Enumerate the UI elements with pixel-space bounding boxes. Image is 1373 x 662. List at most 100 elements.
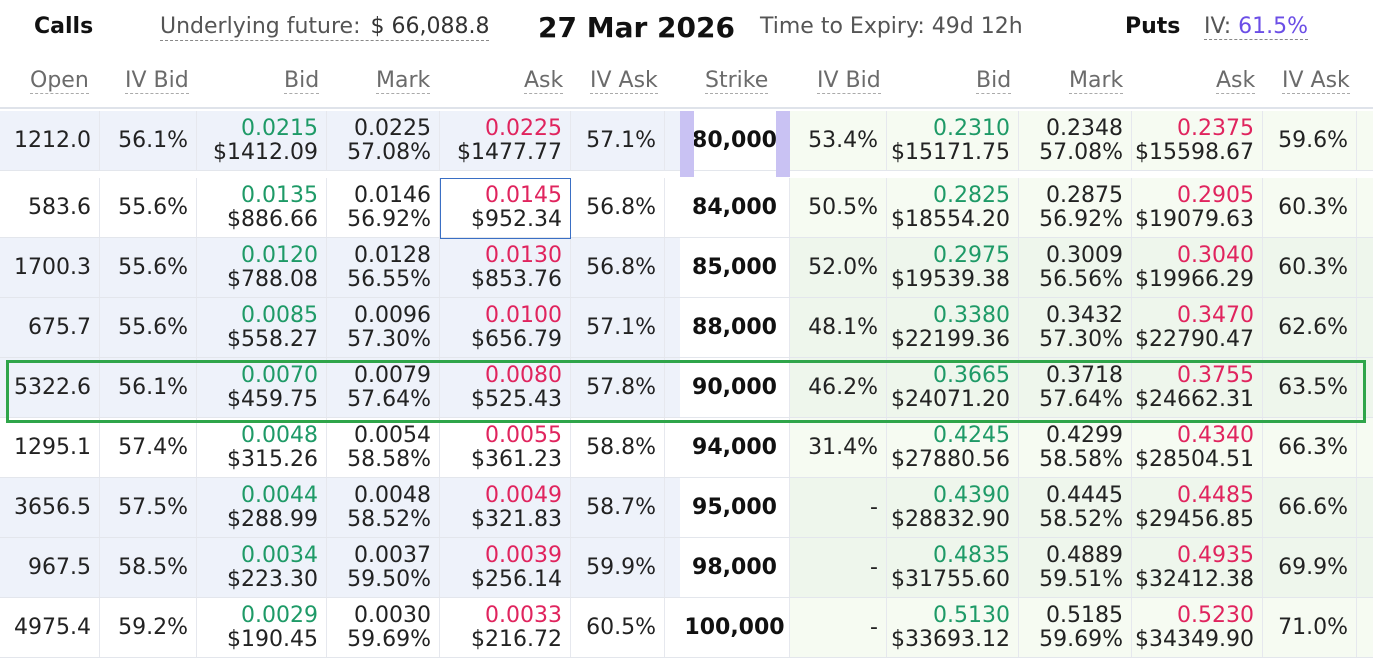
table-row[interactable]: 1212.0 56.1% 0.0215 $1412.09 0.0225 57.08% 0.0… (0, 111, 1373, 171)
call-bid-cell[interactable]: 0.0070 $459.75 (197, 358, 327, 417)
call-mark-cell[interactable]: 0.0128 56.55% (327, 238, 440, 297)
col-put-iv-ask[interactable]: IV Ask (1282, 68, 1350, 94)
call-iv-bid-cell[interactable]: 55.6% (100, 178, 197, 237)
iv-indicator[interactable]: IV: 61.5% (1204, 14, 1309, 40)
call-bid-cell[interactable]: 0.0215 $1412.09 (197, 111, 327, 170)
table-row[interactable]: 3656.5 57.5% 0.0044 $288.99 0.0048 58.52% 0.00… (0, 478, 1373, 538)
put-mark-cell[interactable]: 0.3432 57.30% (1019, 298, 1132, 357)
call-ask-cell[interactable]: 0.0033 $216.72 (440, 598, 571, 657)
call-iv-ask-cell[interactable]: 56.8% (571, 238, 665, 297)
call-bid-cell[interactable]: 0.0085 $558.27 (197, 298, 327, 357)
put-mark-cell[interactable]: 0.4299 58.58% (1019, 418, 1132, 477)
call-iv-ask-cell[interactable]: 58.8% (571, 418, 665, 477)
col-call-ask[interactable]: Ask (524, 68, 564, 94)
col-put-bid[interactable]: Bid (976, 68, 1012, 94)
put-mark-cell[interactable]: 0.5185 59.69% (1019, 598, 1132, 657)
strike-cell[interactable]: 94,000 (680, 418, 790, 477)
put-bid-cell[interactable]: 0.5130 $33693.12 (887, 598, 1019, 657)
call-iv-bid-cell[interactable]: 55.6% (100, 298, 197, 357)
put-ask-cell[interactable]: 0.5230 $34349.90 (1132, 598, 1263, 657)
call-open-cell[interactable]: 4975.4 (0, 598, 100, 657)
call-mark-cell[interactable]: 0.0030 59.69% (327, 598, 440, 657)
col-call-iv-bid[interactable]: IV Bid (125, 68, 189, 94)
call-iv-bid-cell[interactable]: 57.5% (100, 478, 197, 537)
put-ask-cell[interactable]: 0.2375 $15598.67 (1132, 111, 1263, 170)
table-row[interactable]: 583.6 55.6% 0.0135 $886.66 0.0146 56.92% 0.014… (0, 178, 1373, 238)
put-iv-bid-cell[interactable]: 53.4% (790, 111, 887, 170)
put-ask-cell[interactable]: 0.4935 $32412.38 (1132, 538, 1263, 597)
put-ask-cell[interactable]: 0.4340 $28504.51 (1132, 418, 1263, 477)
call-mark-cell[interactable]: 0.0048 58.52% (327, 478, 440, 537)
put-iv-ask-cell[interactable]: 62.6% (1263, 298, 1357, 357)
put-bid-cell[interactable]: 0.3380 $22199.36 (887, 298, 1019, 357)
call-bid-cell[interactable]: 0.0034 $223.30 (197, 538, 327, 597)
put-iv-ask-cell[interactable]: 59.6% (1263, 111, 1357, 170)
call-iv-ask-cell[interactable]: 57.1% (571, 298, 665, 357)
put-iv-ask-cell[interactable]: 66.3% (1263, 418, 1357, 477)
put-iv-bid-cell[interactable]: - (790, 538, 887, 597)
call-iv-ask-cell[interactable]: 60.5% (571, 598, 665, 657)
col-put-ask[interactable]: Ask (1216, 68, 1256, 94)
put-bid-cell[interactable]: 0.2825 $18554.20 (887, 178, 1019, 237)
put-mark-cell[interactable]: 0.4889 59.51% (1019, 538, 1132, 597)
call-mark-cell[interactable]: 0.0225 57.08% (327, 111, 440, 170)
put-ask-cell[interactable]: 0.3470 $22790.47 (1132, 298, 1263, 357)
call-iv-ask-cell[interactable]: 56.8% (571, 178, 665, 237)
put-bid-cell[interactable]: 0.2975 $19539.38 (887, 238, 1019, 297)
call-iv-bid-cell[interactable]: 55.6% (100, 238, 197, 297)
strike-cell[interactable]: 100,000 (680, 598, 790, 657)
put-mark-cell[interactable]: 0.4445 58.52% (1019, 478, 1132, 537)
call-mark-cell[interactable]: 0.0146 56.92% (327, 178, 440, 237)
call-ask-cell[interactable]: 0.0130 $853.76 (440, 238, 571, 297)
col-call-iv-ask[interactable]: IV Ask (590, 68, 658, 94)
call-open-cell[interactable]: 1212.0 (0, 111, 100, 170)
table-row[interactable]: 967.5 58.5% 0.0034 $223.30 0.0037 59.50% 0.003… (0, 538, 1373, 598)
put-iv-bid-cell[interactable]: - (790, 598, 887, 657)
table-row[interactable]: 4975.4 59.2% 0.0029 $190.45 0.0030 59.69% 0.00… (0, 598, 1373, 658)
col-call-bid[interactable]: Bid (284, 68, 320, 94)
call-mark-cell[interactable]: 0.0054 58.58% (327, 418, 440, 477)
call-bid-cell[interactable]: 0.0120 $788.08 (197, 238, 327, 297)
call-ask-cell[interactable]: 0.0080 $525.43 (440, 358, 571, 417)
call-ask-cell[interactable]: 0.0145 $952.34 (440, 178, 571, 237)
call-iv-ask-cell[interactable]: 57.8% (571, 358, 665, 417)
put-iv-ask-cell[interactable]: 66.6% (1263, 478, 1357, 537)
put-iv-ask-cell[interactable]: 60.3% (1263, 238, 1357, 297)
put-ask-cell[interactable]: 0.4485 $29456.85 (1132, 478, 1263, 537)
call-open-cell[interactable]: 3656.5 (0, 478, 100, 537)
col-strike[interactable]: Strike (705, 68, 769, 94)
strike-cell[interactable]: 84,000 (680, 178, 790, 237)
table-row[interactable]: 1295.1 57.4% 0.0048 $315.26 0.0054 58.58% 0.00… (0, 418, 1373, 478)
put-iv-ask-cell[interactable]: 71.0% (1263, 598, 1357, 657)
call-ask-cell[interactable]: 0.0100 $656.79 (440, 298, 571, 357)
strike-cell[interactable]: 85,000 (680, 238, 790, 297)
col-put-iv-bid[interactable]: IV Bid (817, 68, 881, 94)
put-iv-ask-cell[interactable]: 69.9% (1263, 538, 1357, 597)
col-call-mark[interactable]: Mark (376, 68, 431, 94)
table-row[interactable]: 5322.6 56.1% 0.0070 $459.75 0.0079 57.64% 0.00… (0, 358, 1373, 418)
call-mark-cell[interactable]: 0.0037 59.50% (327, 538, 440, 597)
put-iv-ask-cell[interactable]: 63.5% (1263, 358, 1357, 417)
call-bid-cell[interactable]: 0.0044 $288.99 (197, 478, 327, 537)
call-iv-ask-cell[interactable]: 58.7% (571, 478, 665, 537)
put-bid-cell[interactable]: 0.4835 $31755.60 (887, 538, 1019, 597)
put-iv-bid-cell[interactable]: 50.5% (790, 178, 887, 237)
put-iv-bid-cell[interactable]: 52.0% (790, 238, 887, 297)
put-mark-cell[interactable]: 0.2875 56.92% (1019, 178, 1132, 237)
call-iv-bid-cell[interactable]: 56.1% (100, 358, 197, 417)
put-mark-cell[interactable]: 0.2348 57.08% (1019, 111, 1132, 170)
put-iv-ask-cell[interactable]: 60.3% (1263, 178, 1357, 237)
put-mark-cell[interactable]: 0.3009 56.56% (1019, 238, 1132, 297)
strike-cell[interactable]: 80,000 (680, 111, 790, 170)
call-iv-bid-cell[interactable]: 58.5% (100, 538, 197, 597)
call-open-cell[interactable]: 583.6 (0, 178, 100, 237)
put-iv-bid-cell[interactable]: - (790, 478, 887, 537)
strike-cell[interactable]: 95,000 (680, 478, 790, 537)
call-ask-cell[interactable]: 0.0049 $321.83 (440, 478, 571, 537)
call-open-cell[interactable]: 1700.3 (0, 238, 100, 297)
put-iv-bid-cell[interactable]: 48.1% (790, 298, 887, 357)
put-ask-cell[interactable]: 0.3040 $19966.29 (1132, 238, 1263, 297)
strike-cell[interactable]: 90,000 (680, 358, 790, 417)
put-ask-cell[interactable]: 0.2905 $19079.63 (1132, 178, 1263, 237)
call-iv-ask-cell[interactable]: 57.1% (571, 111, 665, 170)
